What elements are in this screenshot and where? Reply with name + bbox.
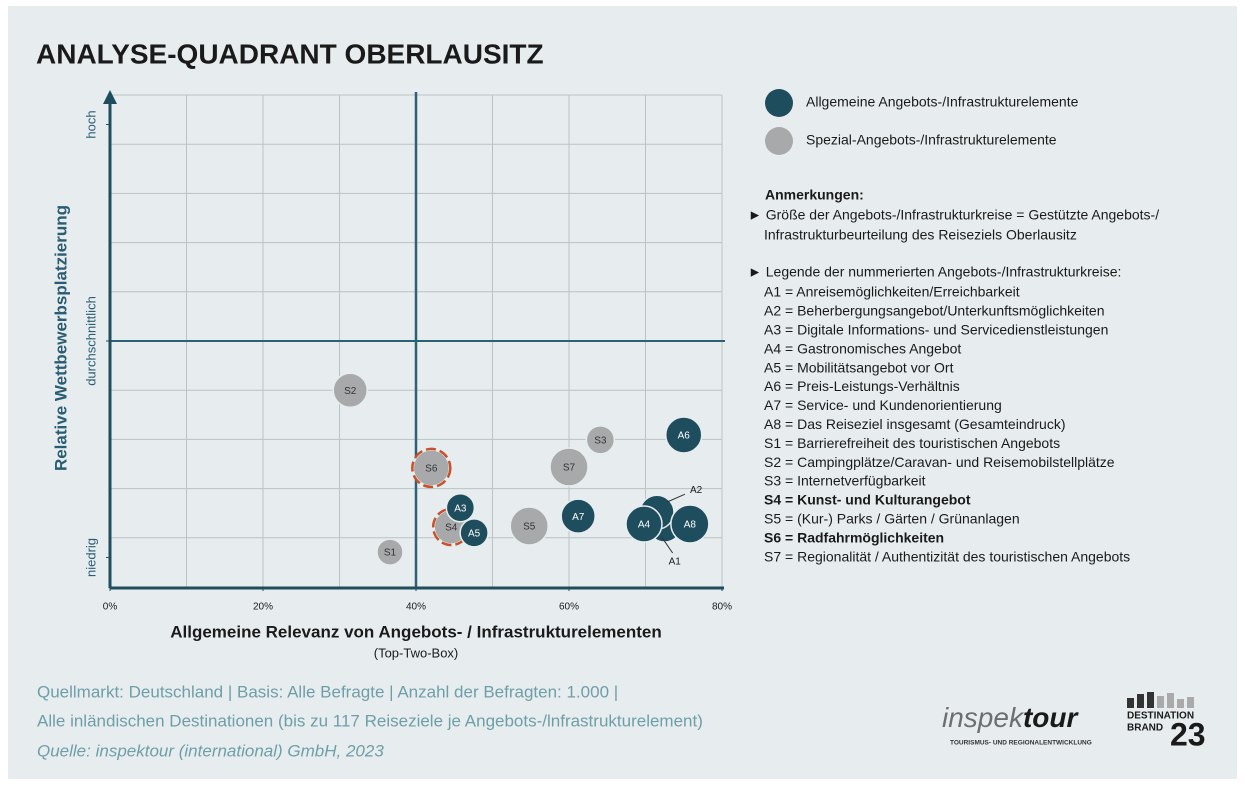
key-item: A2 = Beherbergungsangebot/Unterkunftsmög…: [764, 303, 1105, 319]
logo-inspektour: inspektour TOURISMUS- UND REGIONALENTWIC…: [942, 702, 1092, 746]
key-item: A7 = Service- und Kundenorientierung: [764, 397, 1002, 413]
legend-swatch: [765, 89, 793, 117]
bubble: [549, 447, 589, 487]
bubble-label: A8: [684, 520, 697, 531]
bubble: [585, 425, 616, 455]
bubble-label: A6: [678, 431, 691, 442]
x-tick-label: 0%: [103, 602, 118, 613]
logo-number: 23: [1170, 716, 1206, 752]
key-item: S2 = Campingplätze/Caravan- und Reisemob…: [764, 454, 1115, 470]
y-tick-label: hoch: [83, 110, 98, 138]
footer-line: Quelle: inspektour (international) GmbH,…: [37, 741, 384, 760]
logo-tagline: TOURISMUS- UND REGIONALENTWICKLUNG: [950, 740, 1092, 747]
key: A1 = Anreisemöglichkeiten/Erreichbarkeit…: [764, 284, 1130, 565]
bubble: [445, 493, 476, 523]
bubble-highlight: [411, 447, 452, 489]
key-title: ► Legende der nummerierten Angebots-/Inf…: [748, 264, 1121, 280]
bubble: [670, 504, 710, 544]
x-tick-label: 60%: [559, 602, 579, 613]
note: ► Größe der Angebots-/Infrastrukturkreis…: [748, 207, 1159, 223]
key-item: S7 = Regionalität / Authentizität des to…: [764, 548, 1130, 564]
marks: A1 A2 A3 A4 A5 A6 A7 A8 S1 S2 S3 S4 S5 S6 S7: [332, 372, 710, 568]
footer-line: Quellmarkt: Deutschland | Basis: Alle Be…: [37, 682, 618, 701]
legend: Allgemeine Angebots-/Infrastrukturelemen…: [765, 89, 1079, 155]
bubble: [625, 505, 663, 543]
y-arrow: [103, 90, 117, 104]
bubble: [509, 506, 549, 546]
bubble: [376, 538, 404, 566]
y-tick-label: niedrig: [83, 538, 98, 577]
key-item: A1 = Anreisemöglichkeiten/Erreichbarkeit: [764, 284, 1020, 300]
logo-bar: [1147, 692, 1154, 708]
logo-part: inspek: [942, 702, 1025, 733]
x-tick-label: 80%: [712, 602, 732, 613]
panel: [8, 6, 1237, 779]
bubble-label: S7: [563, 463, 576, 474]
logo-destination-brand: DESTINATION BRAND 23: [1127, 692, 1206, 752]
bubble: [665, 416, 703, 454]
legend-label: Spezial-Angebots-/Infrastrukturelemente: [806, 132, 1057, 148]
plot-area: 0% 20% 40% 60% 80% hoch durchschnittlich niedri…: [83, 92, 732, 613]
bubble-label: S2: [344, 386, 357, 397]
bubble-label: S5: [523, 522, 536, 533]
bubble-label: A4: [638, 520, 651, 531]
key-item: S6 = Radfahrmöglichkeiten: [764, 529, 944, 545]
key-item: A8 = Das Reiseziel insgesamt (Gesamteind…: [764, 416, 1066, 432]
logo-text: BRAND: [1127, 723, 1163, 734]
chart-title: ANALYSE-QUADRANT OBERLAUSITZ: [36, 38, 544, 69]
callout-line: [666, 493, 686, 503]
key-item: S5 = (Kur-) Parks / Gärten / Grünanlagen: [764, 511, 1020, 527]
logo-bar: [1137, 694, 1144, 708]
bubble-label: A7: [572, 512, 585, 523]
callout-line: [661, 536, 674, 554]
bubble-label: S4: [445, 523, 458, 534]
bubble-label: A5: [468, 529, 481, 540]
bubble: [560, 498, 596, 534]
bubble-label: A1: [669, 557, 682, 568]
bubble: [459, 518, 489, 548]
logo-bar: [1167, 693, 1174, 708]
y-tick-label: durchschnittlich: [83, 296, 98, 386]
legend-swatch: [765, 127, 793, 155]
key-item: A4 = Gastronomisches Angebot: [764, 340, 961, 356]
key-item: A5 = Mobilitätsangebot vor Ort: [764, 359, 954, 375]
bubble-label: A2: [690, 485, 703, 496]
x-axis-label: Allgemeine Relevanz von Angebots- / Infr…: [170, 622, 662, 641]
key-item: A3 = Digitale Informations- und Serviced…: [764, 322, 1108, 338]
footer-line: Alle inländischen Destinationen (bis zu …: [37, 711, 703, 730]
logo-text: DESTINATION: [1127, 711, 1194, 722]
bubble-label: A3: [454, 503, 467, 514]
logo-part: tour: [1023, 702, 1080, 733]
note: Infrastrukturbeurteilung des Reiseziels …: [764, 227, 1077, 243]
x-tick-label: 20%: [253, 602, 273, 613]
logo-bar: [1157, 696, 1164, 708]
bubble-label: S6: [425, 464, 438, 475]
bubble-label: S1: [384, 548, 397, 559]
x-axis-sublabel: (Top-Two-Box): [374, 645, 459, 660]
bubble-label: S3: [594, 436, 607, 447]
key-item: S3 = Internetverfügbarkeit: [764, 473, 926, 489]
key-item: A6 = Preis-Leistungs-Verhältnis: [764, 378, 960, 394]
logo-text: inspektour: [942, 702, 1079, 733]
logo-bar: [1187, 697, 1194, 708]
legend-label: Allgemeine Angebots-/Infrastrukturelemen…: [806, 94, 1079, 110]
notes-title: Anmerkungen:: [765, 187, 864, 203]
logo-bar: [1127, 698, 1134, 708]
key-item: S1 = Barrierefreiheit des touristischen …: [764, 435, 1060, 451]
bubble: [332, 372, 368, 408]
key-item: S4 = Kunst- und Kulturangebot: [764, 492, 971, 508]
x-tick-label: 40%: [406, 602, 426, 613]
y-axis-label: Relative Wettbewerbsplatzierung: [51, 205, 70, 471]
logo-bar: [1177, 699, 1184, 708]
